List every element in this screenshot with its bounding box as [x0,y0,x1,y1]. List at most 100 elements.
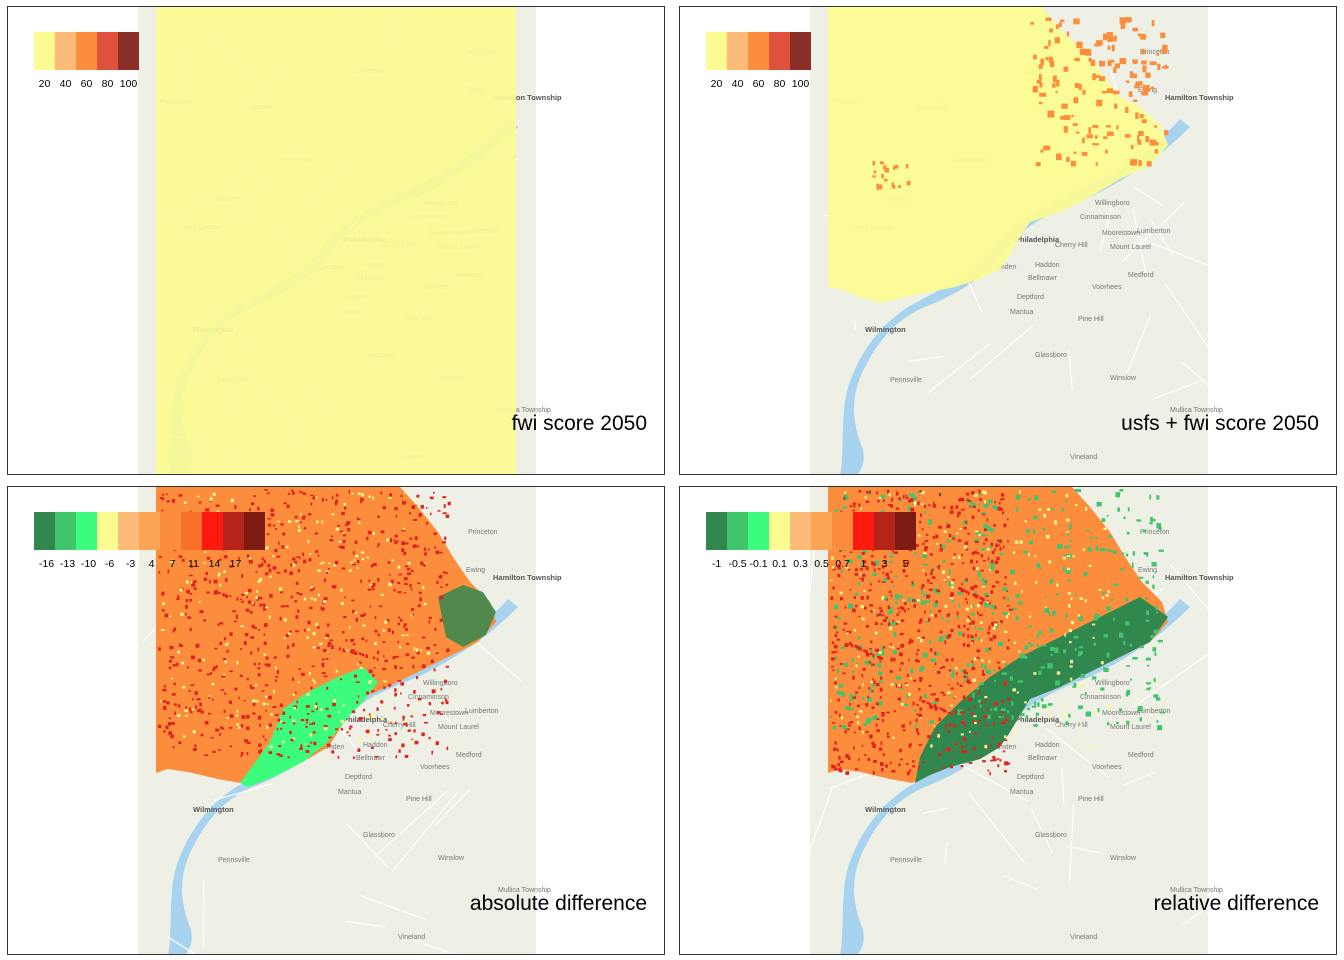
orange-patch [1139,114,1144,119]
raster-cell [1055,723,1059,727]
color-legend: -1 -0.5 -0.1 0.1 0.3 0.5 0.7 1 3 5 [706,512,916,572]
raster-cell [872,744,877,749]
raster-cell [374,642,377,645]
raster-cell [881,719,885,722]
raster-cell [1006,518,1009,521]
raster-cell [983,503,989,508]
basemap-place-label: Haddon [1035,742,1060,749]
raster-cell [872,573,877,576]
orange-patch [1035,162,1041,167]
raster-cell [940,708,945,711]
raster-cell [417,604,421,608]
raster-cell [886,576,890,580]
raster-cell [269,594,273,598]
raster-cell [898,610,901,613]
raster-cell [221,675,226,678]
raster-cell [1073,683,1077,688]
raster-cell [950,563,954,565]
raster-cell [353,651,358,656]
raster-cell [158,556,162,558]
raster-cell [869,734,873,739]
raster-cell [919,618,923,623]
raster-cell [990,559,994,564]
raster-cell [295,630,300,633]
orange-patch [1134,84,1140,89]
raster-cell [969,730,971,733]
raster-cell [356,701,359,704]
raster-cell [263,653,267,656]
orange-patch [879,161,884,165]
raster-cell [958,603,961,608]
raster-cell [325,707,329,710]
raster-cell [400,682,405,686]
raster-cell [352,563,356,566]
raster-cell [1130,678,1132,681]
raster-cell [235,614,238,619]
raster-cell [832,725,837,730]
raster-cell [950,596,954,600]
raster-cell [1087,547,1092,552]
raster-cell [416,676,418,680]
raster-cell [351,599,355,602]
raster-cell [921,527,924,531]
raster-cell [939,547,943,552]
legend-tick-label: -0.5 [728,558,747,570]
raster-cell [992,721,995,726]
raster-cell [930,744,933,748]
raster-cell [876,718,880,721]
raster-cell [321,520,324,524]
raster-cell [865,652,870,657]
raster-cell [879,609,884,613]
raster-cell [996,661,1001,664]
raster-cell [1043,513,1046,518]
raster-cell [405,627,408,631]
raster-cell [324,727,328,731]
raster-cell [961,497,965,502]
raster-cell [239,648,243,650]
raster-cell [834,741,837,745]
raster-cell [327,641,332,646]
raster-cell [176,598,180,600]
basemap-place-label: Bellmawr [356,755,385,762]
raster-cell [168,666,172,670]
raster-cell [162,493,164,496]
raster-cell [979,704,982,708]
raster-cell [267,523,272,527]
raster-cell [971,666,976,671]
raster-cell [837,564,840,568]
raster-cell [979,601,983,605]
raster-cell [977,699,982,703]
orange-patch [1048,40,1051,47]
orange-patch [1150,86,1155,90]
raster-cell [321,672,326,675]
raster-cell [1038,630,1042,635]
raster-cell [1108,549,1113,552]
raster-cell [966,643,970,648]
raster-cell [988,569,991,572]
orange-patch [1138,160,1142,167]
raster-cell [1069,524,1072,530]
raster-cell [162,498,165,501]
raster-cell [178,741,182,745]
raster-cell [983,491,988,495]
raster-cell [224,660,227,664]
raster-cell [442,541,446,544]
raster-cell [842,672,846,675]
raster-cell [1012,551,1016,554]
raster-cell [894,594,900,600]
raster-cell [382,629,386,632]
raster-cell [858,615,861,618]
basemap-place-label: Glassboro [1035,352,1067,359]
raster-cell [192,730,196,734]
raster-cell [337,755,340,759]
raster-cell [953,553,956,556]
raster-cell [1007,612,1010,615]
legend-tick-label: 80 [101,78,114,90]
raster-cell [854,768,859,771]
raster-cell [326,570,328,575]
raster-cell [1150,516,1153,522]
legend-swatch [811,512,832,550]
raster-cell [882,614,884,617]
raster-cell [342,704,345,707]
